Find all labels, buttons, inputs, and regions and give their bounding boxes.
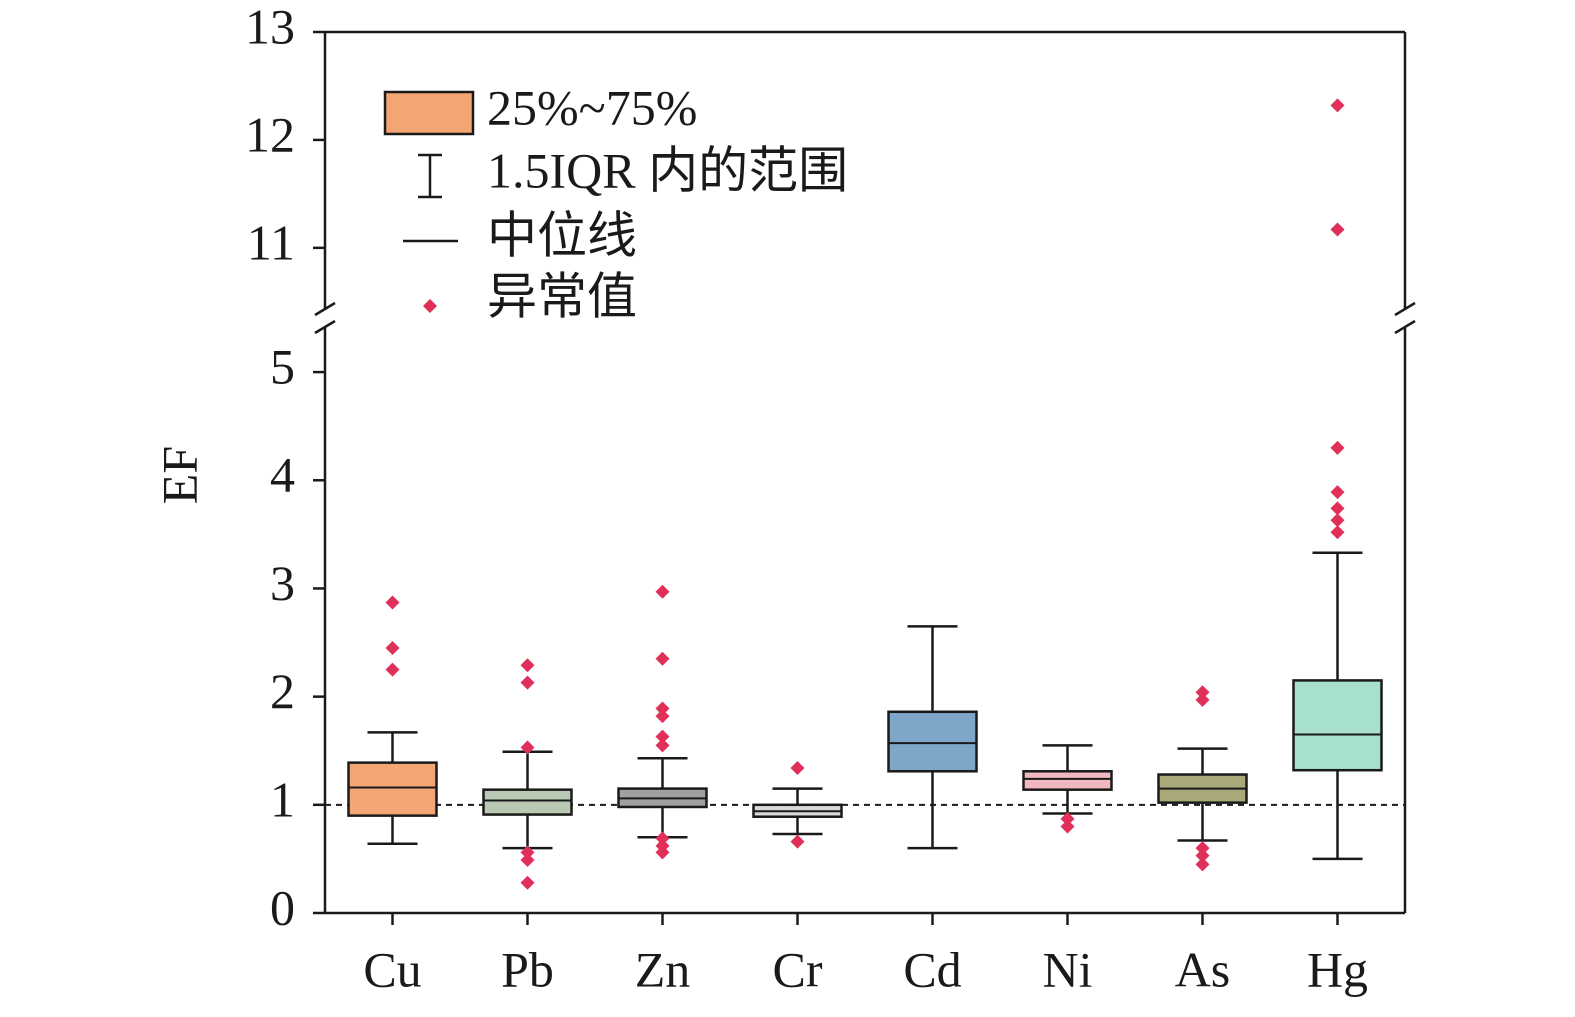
outlier xyxy=(655,738,670,753)
outlier xyxy=(385,595,400,610)
outlier xyxy=(790,834,805,849)
outlier xyxy=(1060,811,1075,826)
outlier xyxy=(1195,841,1210,856)
outlier xyxy=(520,845,535,860)
y-tick-label: 2 xyxy=(270,663,295,719)
outlier xyxy=(790,761,805,776)
outlier xyxy=(655,729,670,744)
legend-outlier xyxy=(423,299,437,313)
y-tick-label: 0 xyxy=(270,879,295,935)
outlier xyxy=(1060,819,1075,834)
y-tick-label: 11 xyxy=(247,214,295,270)
outlier xyxy=(1330,440,1345,455)
x-tick-label: Ni xyxy=(1043,941,1093,997)
outlier xyxy=(1330,501,1345,516)
outlier xyxy=(1330,525,1345,540)
legend-label: 25%~75% xyxy=(487,79,697,135)
outlier xyxy=(520,852,535,867)
legend-label: 1.5IQR 内的范围 xyxy=(487,142,848,198)
outlier xyxy=(1195,857,1210,872)
box xyxy=(482,788,573,816)
outlier xyxy=(1330,513,1345,528)
outlier xyxy=(655,701,670,716)
legend-box xyxy=(383,90,475,136)
outlier xyxy=(655,584,670,599)
outlier xyxy=(385,662,400,677)
x-tick-label: Hg xyxy=(1307,941,1368,997)
axis-break xyxy=(1394,319,1416,335)
x-tick-label: Zn xyxy=(635,941,691,997)
outlier xyxy=(520,658,535,673)
y-tick-label: 4 xyxy=(270,447,295,503)
outlier xyxy=(655,831,670,846)
y-tick-label: 13 xyxy=(245,0,295,54)
outlier xyxy=(1195,692,1210,707)
axis-break xyxy=(314,301,336,317)
box xyxy=(1022,770,1113,791)
outlier xyxy=(655,845,670,860)
y-axis-label: EF xyxy=(151,446,207,504)
outlier xyxy=(655,651,670,666)
y-tick-label: 3 xyxy=(270,555,295,611)
outlier xyxy=(1195,685,1210,700)
outlier xyxy=(520,675,535,690)
outlier xyxy=(1195,848,1210,863)
outlier xyxy=(520,740,535,755)
outlier xyxy=(1330,485,1345,500)
box xyxy=(347,761,438,817)
x-tick-label: Pb xyxy=(501,941,554,997)
outlier xyxy=(1330,222,1345,237)
outlier xyxy=(655,709,670,724)
x-tick-label: Cu xyxy=(363,941,421,997)
outlier xyxy=(1330,98,1345,113)
legend-label: 中位线 xyxy=(487,207,637,263)
box xyxy=(1292,679,1383,772)
outlier xyxy=(385,640,400,655)
legend-label: 异常值 xyxy=(487,268,637,324)
y-tick-label: 5 xyxy=(270,339,295,395)
x-tick-label: As xyxy=(1175,941,1231,997)
x-tick-label: Cr xyxy=(773,941,823,997)
axis-break xyxy=(314,319,336,335)
outlier xyxy=(520,875,535,890)
box xyxy=(887,710,978,773)
y-tick-label: 1 xyxy=(270,771,295,827)
axis-break xyxy=(1394,301,1416,317)
y-tick-label: 12 xyxy=(245,106,295,162)
x-tick-label: Cd xyxy=(903,941,961,997)
